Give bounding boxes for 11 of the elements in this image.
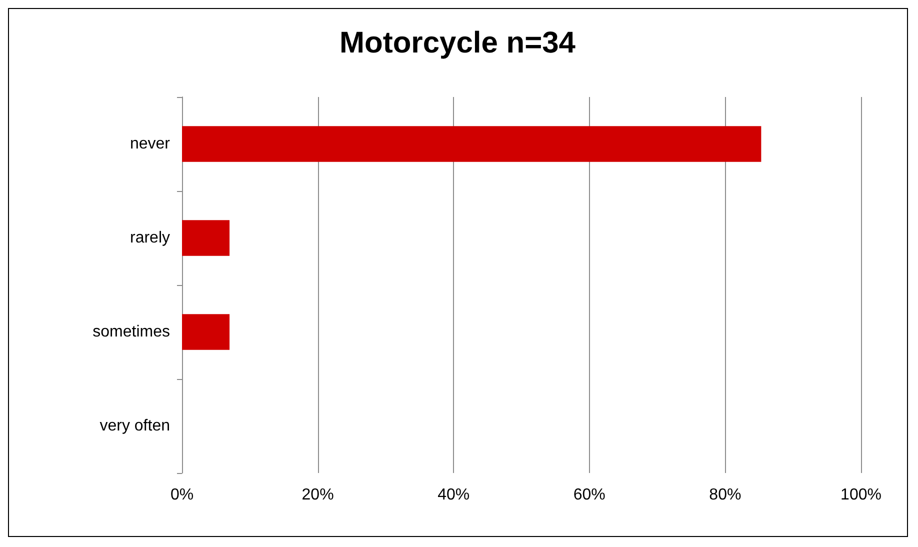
x-tick-label: 20% (302, 486, 334, 504)
y-tick-label: rarely (130, 230, 170, 246)
y-tick-label: never (130, 136, 171, 152)
x-tick-label: 60% (573, 486, 606, 504)
x-tick-label: 40% (438, 486, 470, 504)
chart-title: Motorcycle n=34 (340, 26, 576, 60)
x-tick-label: 0% (170, 486, 194, 504)
x-tick-label: 80% (709, 486, 742, 504)
y-tick-label: very often (100, 418, 170, 434)
y-tick-label: sometimes (92, 324, 170, 340)
x-tick-label: 100% (840, 486, 882, 504)
